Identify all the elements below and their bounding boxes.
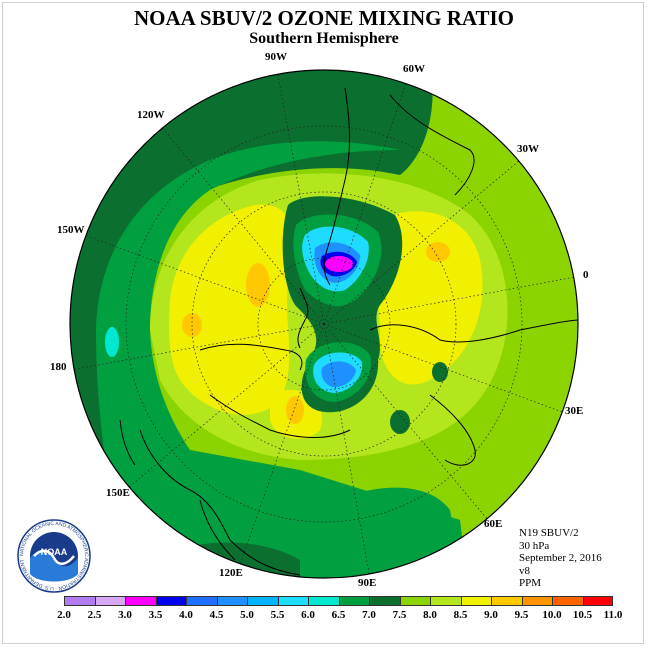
coast-south-america-east [389,94,475,196]
lon-label-0: 0 [583,269,589,281]
coast-south-america [323,87,350,286]
colorbar-swatch [186,596,217,606]
date-label: September 2, 2016 [519,552,602,564]
logo-wave [30,549,78,582]
lon-label-60w: 60W [403,63,425,75]
colorbar-swatch [491,596,522,606]
lon-label-150w: 150W [57,224,85,236]
colorbar-swatch [64,596,95,606]
coast-africa-south [369,319,578,343]
colorbar-labels: 2.0 2.5 3.0 3.5 4.0 4.5 5.0 5.5 6.0 6.5 7.0 7.5 8.0 8… [0,609,648,623]
colorbar-tick-label: 2.5 [87,609,102,621]
lon-label-60e: 60E [484,518,502,530]
colorbar-swatch [369,596,400,606]
longitude-labels: 90W 60W 30W 0 30E 60E 90E 120E 150E 180 … [50,51,589,589]
field-9-0-d [426,242,450,262]
colorbar-swatch [582,596,613,606]
field-7-0-patch-2 [432,362,448,382]
field-8-5-west [169,204,294,415]
field-9-0-c [286,396,304,424]
logo-text: NOAA [41,547,68,557]
colorbar-swatch [216,596,247,606]
coastlines [119,87,578,576]
colorbar-tick-label: 9.5 [514,609,529,621]
field-4-5-south [321,361,356,388]
coast-antarctic-peninsula [297,287,309,349]
colorbar-swatch [155,596,186,606]
colorbar-swatch [430,596,461,606]
colorbar-swatch [399,596,430,606]
graticule [70,70,578,578]
colorbar-tick-label: 11.0 [603,609,623,621]
field-7-0-patch [390,410,410,434]
coast-antarctica-west [199,343,303,371]
colorbar-tick-label: 8.5 [453,609,468,621]
colorbar-swatch [125,596,156,606]
colorbar-swatch [247,596,278,606]
field-8-5-east [375,211,483,385]
version-label: v8 [519,564,530,577]
colorbar-tick-label: 3.0 [118,609,132,621]
logo-bird-icon [33,549,75,565]
map-title: NOAA SBUV/2 OZONE MIXING RATIO [134,6,514,30]
colorbar-swatch [521,596,552,606]
colorbar-tick-label: 10.5 [572,609,593,621]
coast-antarctica-east [209,394,351,438]
coast-australia [139,429,301,576]
lon-label-120e: 120E [219,567,243,579]
colorbar-tick-label: 9.0 [484,609,498,621]
field-6-5-ring [96,141,470,578]
lon-label-90w: 90W [265,51,287,63]
colorbar-tick-label: 6.5 [331,609,346,621]
colorbar-tick-label: 6.0 [301,609,315,621]
colorbar-tick-label: 8.0 [423,609,437,621]
colorbar-swatch [460,596,491,606]
field-9-0-a [246,263,270,307]
colorbar-tick-label: 10.0 [542,609,562,621]
field-3-0-core [325,256,353,272]
map-outline [69,69,579,579]
coast-tasmania [199,499,236,561]
instrument-label: N19 SBUV/2 [519,527,579,539]
colorbar [64,596,613,606]
colorbar-tick-label: 5.0 [240,609,254,621]
noaa-logo: NATIONAL OCEANIC AND ATMOSPHERIC ADMINIS… [16,518,91,593]
ozone-field [70,70,578,578]
units-label: PPM [519,577,542,589]
coast-new-zealand [119,419,136,466]
lon-label-150e: 150E [106,487,130,499]
colorbar-tick-label: 4.0 [179,609,193,621]
pressure-level: 30 hPa [519,539,550,552]
coast-madagascar [429,394,476,466]
colorbar-swatch [552,596,583,606]
colorbar-swatch [94,596,125,606]
colorbar-tick-label: 4.5 [209,609,224,621]
field-9-0-b [182,313,202,337]
info-block: N19 SBUV/2 30 hPa September 2, 2016 v8 P… [519,527,602,590]
lon-label-120w: 120W [137,109,165,121]
lon-label-90e: 90E [358,577,376,589]
colorbar-tick-label: 3.5 [148,609,163,621]
lon-label-30w: 30W [517,143,539,155]
colorbar-swatch [308,596,339,606]
colorbar-tick-label: 5.5 [270,609,285,621]
map-subtitle: Southern Hemisphere [249,30,399,47]
colorbar-swatch [338,596,369,606]
colorbar-tick-label: 7.5 [392,609,407,621]
colorbar-swatch [277,596,308,606]
lon-label-180: 180 [50,361,67,373]
lon-label-30e: 30E [565,405,583,417]
field-6-0-patch [105,327,119,357]
colorbar-tick-label: 2.0 [57,609,71,621]
colorbar-tick-label: 7.0 [362,609,376,621]
